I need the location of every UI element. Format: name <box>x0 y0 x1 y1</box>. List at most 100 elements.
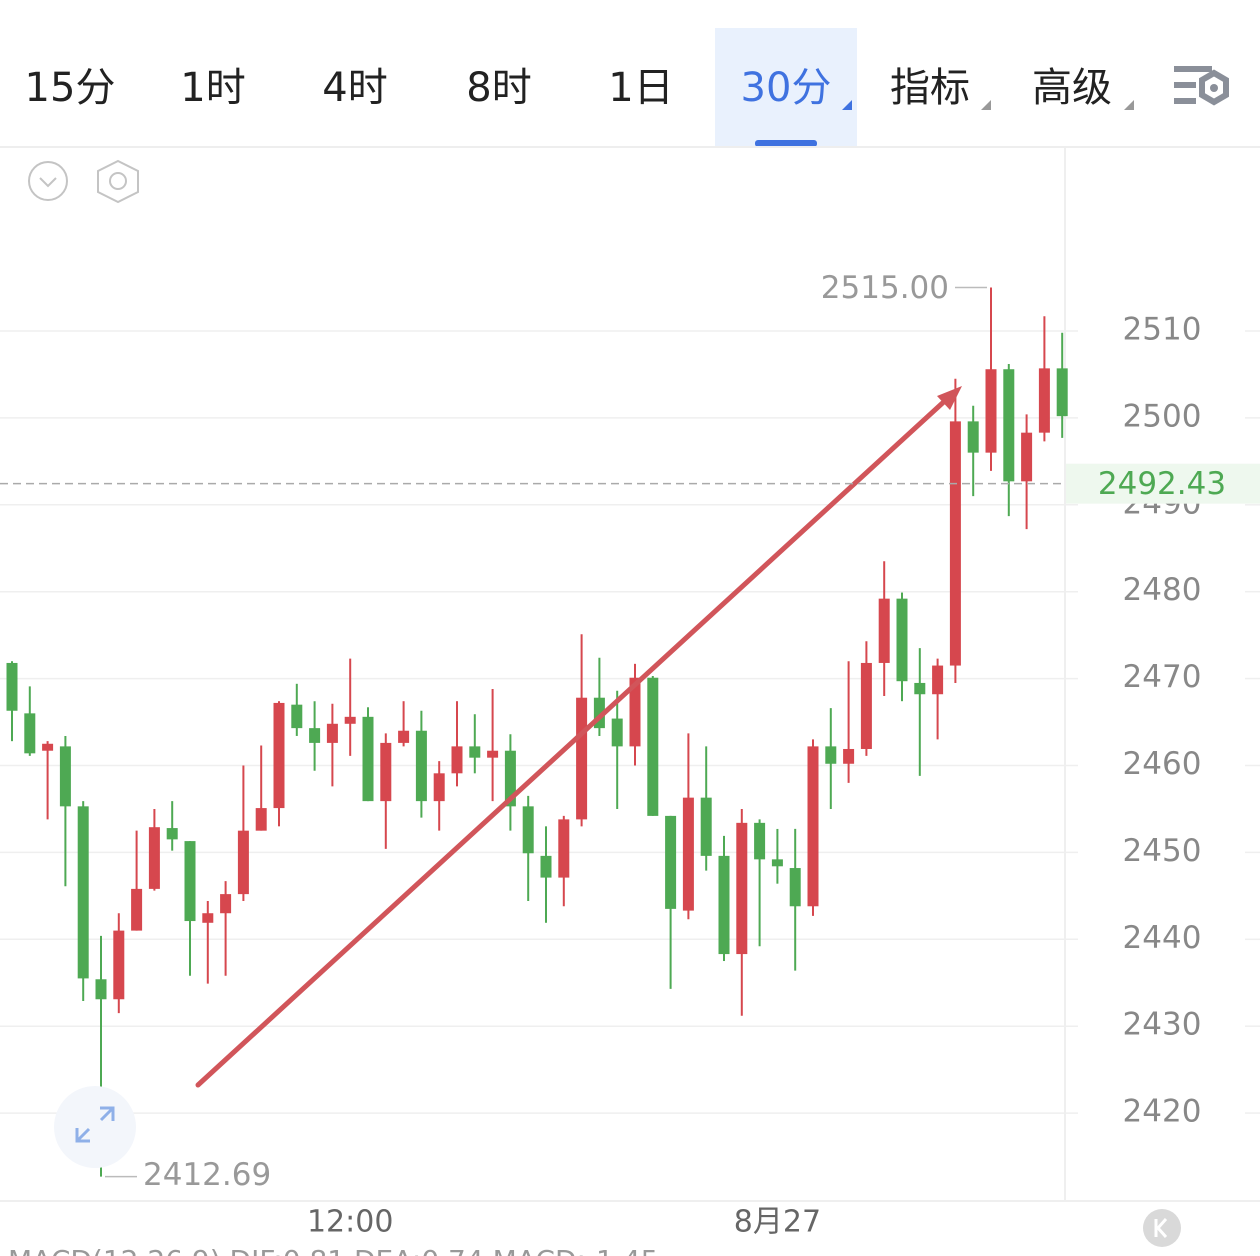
candle-body <box>825 746 837 764</box>
y-tick-label: 2440 <box>1123 920 1202 956</box>
tab-label[interactable]: 指标 <box>890 65 970 111</box>
candle-body <box>860 662 872 749</box>
y-tick-label: 2420 <box>1123 1094 1202 1130</box>
candle-body <box>113 930 125 1000</box>
settings-icon[interactable] <box>1174 66 1229 106</box>
candle-body <box>95 979 107 1000</box>
overlay: 2492.43 2515.00 2412.69 <box>0 270 1260 1193</box>
candle-body <box>932 665 944 695</box>
trend-arrow <box>195 386 962 1088</box>
candle-body <box>593 697 605 729</box>
candle-body <box>398 730 410 743</box>
candle-body <box>1003 369 1015 482</box>
tab-label[interactable]: 高级 <box>1032 65 1112 111</box>
candle-body <box>433 773 445 802</box>
candle-body <box>949 421 961 666</box>
y-tick-label: 2470 <box>1123 659 1202 695</box>
y-tick-label: 2430 <box>1123 1007 1202 1043</box>
candle-body <box>166 828 178 840</box>
candle-body <box>682 797 694 911</box>
candle-body <box>611 718 623 747</box>
candle-body <box>1038 368 1050 433</box>
candle-body <box>504 750 516 807</box>
candle-body <box>1056 368 1068 417</box>
dropdown-marker <box>842 100 852 110</box>
candle-body <box>77 806 89 979</box>
tab-label[interactable]: 8时 <box>466 65 531 111</box>
candle-body <box>700 797 712 856</box>
y-tick-label: 2480 <box>1123 572 1202 608</box>
dropdown-marker <box>981 100 991 110</box>
candle-body <box>380 742 392 802</box>
candle-body <box>558 819 570 878</box>
candle-body <box>344 716 356 724</box>
candle-body <box>647 677 659 816</box>
candle-body <box>789 868 801 907</box>
candle-body <box>878 598 890 663</box>
y-tick-label: 2450 <box>1123 833 1202 869</box>
candle-body <box>362 716 374 802</box>
candle-body <box>629 677 641 747</box>
active-tab-bg <box>715 28 857 147</box>
candle-body <box>202 913 214 923</box>
last-price-box <box>1066 463 1260 504</box>
dropdown-marker <box>1124 100 1134 110</box>
candle-body <box>184 841 196 922</box>
candle-body <box>540 855 552 878</box>
candle-body <box>42 743 54 751</box>
candle-body <box>522 806 534 854</box>
candle-body <box>273 702 285 809</box>
high-label: 2515.00 <box>821 270 949 306</box>
candle-body <box>309 728 321 743</box>
candles <box>6 287 1068 1177</box>
collapse-icon[interactable] <box>28 161 68 201</box>
x-tick-label: 12:00 <box>307 1205 393 1240</box>
expand-button[interactable] <box>54 1086 136 1168</box>
candle-body <box>807 746 819 907</box>
y-tick-label: 2460 <box>1123 746 1202 782</box>
candle-body <box>967 421 979 453</box>
candle-body <box>326 723 338 743</box>
candle-body <box>914 682 926 695</box>
candle-body <box>736 822 748 955</box>
tab-label[interactable]: 4时 <box>322 65 387 111</box>
candle-body <box>896 598 908 682</box>
y-tick-label: 2510 <box>1123 311 1202 347</box>
indicator-text: MACD(12,26,9) DIF:0.81 DEA:0.74 MACD:-1.… <box>8 1244 658 1256</box>
settings-hex-icon[interactable] <box>97 159 139 204</box>
candle-body <box>415 730 427 802</box>
candle-body <box>843 748 855 764</box>
tab-label[interactable]: 1日 <box>608 65 673 111</box>
candle-body <box>487 750 499 758</box>
last-price-label: 2492.43 <box>1098 466 1226 502</box>
tab-label[interactable]: 30分 <box>741 65 832 111</box>
candle-body <box>291 704 303 729</box>
candle-body <box>148 827 160 889</box>
candle-body <box>59 746 71 807</box>
candle-body <box>131 888 143 931</box>
x-tick-label: 8月27 <box>734 1205 821 1240</box>
candle-body <box>469 746 481 758</box>
tab-bar: 15分 1时 4时 8时 1日 30分 指标 高级 <box>25 65 1112 111</box>
candle-body <box>718 855 730 955</box>
candle-body <box>576 697 588 820</box>
y-tick-label: 2500 <box>1123 398 1202 434</box>
active-tab-indicator <box>755 140 817 147</box>
candle-body <box>255 808 267 831</box>
candle-body <box>24 713 36 754</box>
low-label: 2412.69 <box>143 1157 271 1193</box>
tab-label[interactable]: 1时 <box>180 65 245 111</box>
candle-body <box>6 662 18 711</box>
kline-toggle-button[interactable] <box>1143 1209 1181 1247</box>
tab-label[interactable]: 15分 <box>25 65 116 111</box>
candle-body <box>220 894 232 914</box>
candle-body <box>237 830 249 895</box>
candle-body <box>771 859 783 867</box>
candle-body <box>754 822 766 860</box>
candle-body <box>665 815 677 909</box>
candle-body <box>985 369 997 453</box>
candle-body <box>451 746 463 774</box>
